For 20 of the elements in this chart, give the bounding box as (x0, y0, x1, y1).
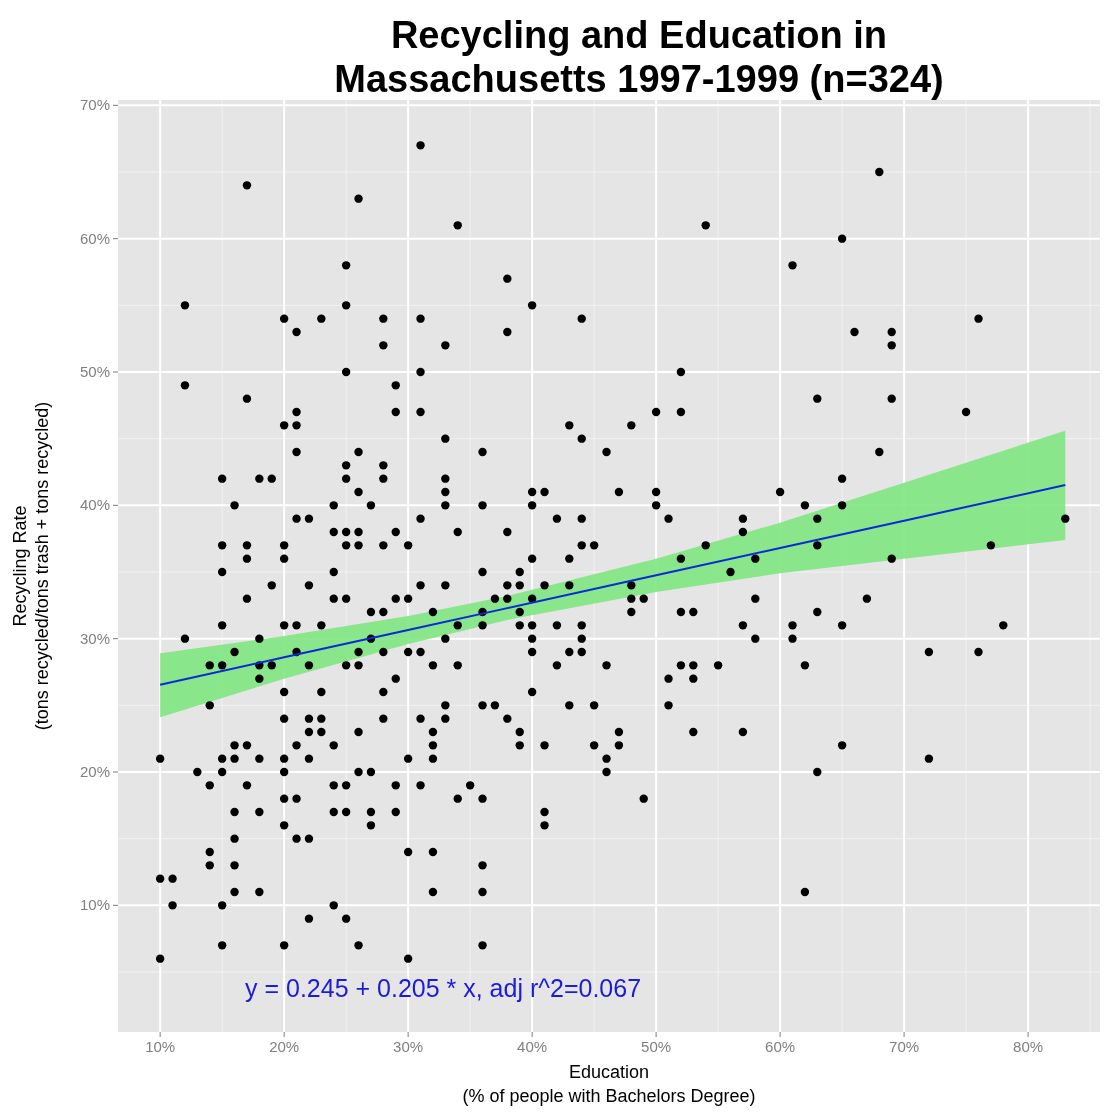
annotation: y = 0.245 + 0.205 * x, adj r^2=0.067 (245, 974, 642, 1002)
y-tick-label: 40% (79, 496, 110, 514)
x-axis-title: Education (% of people with Bachelors Degree) (462, 1062, 756, 1106)
y-tick-label: 30% (79, 629, 110, 647)
y-tick-label: 20% (79, 763, 110, 780)
x-tick-label: 50% (641, 1038, 672, 1055)
x-tick-label: 10% (145, 1038, 176, 1055)
x-tick-label: 60% (765, 1038, 796, 1055)
y-tick-label: 60% (79, 229, 110, 247)
x-tick-label: 40% (517, 1038, 548, 1055)
y-axis-title: Recycling Rate (tons recycled/tons trash + tons recycled) (10, 401, 52, 731)
x-tick-label: 80% (1013, 1038, 1044, 1055)
x-tick-label: 70% (889, 1038, 920, 1055)
chart-title: Recycling and Education in Massachusetts 1997-1999 (n=324) (334, 14, 944, 100)
y-tick-label: 10% (79, 896, 110, 914)
y-tick-label: 50% (79, 363, 110, 380)
y-tick-label: 70% (79, 96, 110, 114)
x-tick-label: 20% (269, 1038, 300, 1055)
x-tick-label: 30% (393, 1038, 424, 1055)
line-series (159, 484, 1067, 686)
